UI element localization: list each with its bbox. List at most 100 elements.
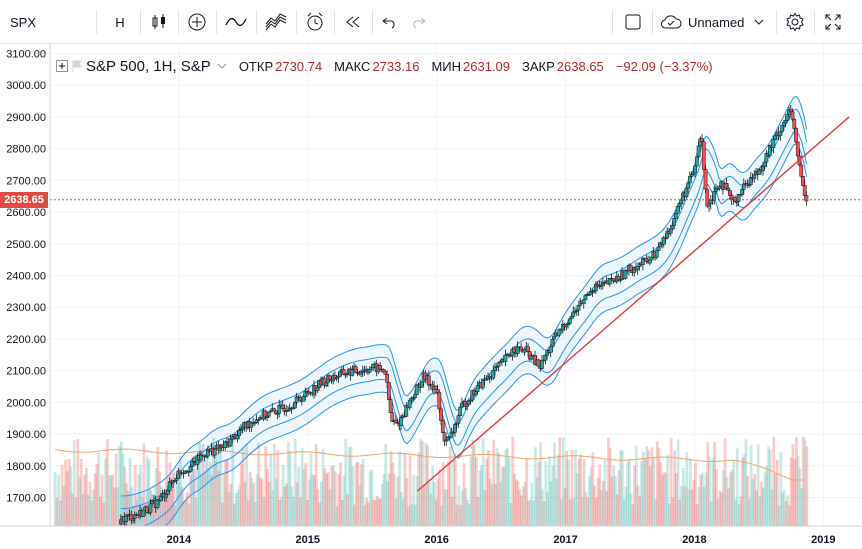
price-chart[interactable]: 3100.00 3000.00 2900.00 2800.00 2700.00 2600.… [0, 44, 862, 549]
candle-body [298, 397, 302, 401]
volume-bar [499, 481, 502, 526]
candle-body [493, 367, 497, 371]
volume-bar [325, 473, 328, 526]
volume-bar [217, 470, 221, 526]
candle-body [569, 316, 574, 320]
volume-bar [760, 481, 763, 526]
volume-bar [422, 484, 426, 526]
volume-bar [596, 478, 600, 526]
volume-bar [777, 505, 781, 526]
volume-bar [441, 462, 445, 526]
symbol-search[interactable]: SPX [10, 14, 37, 30]
volume-bar [497, 452, 501, 526]
volume-bar [413, 504, 417, 526]
trend-line [416, 116, 850, 492]
candle-body [794, 128, 798, 143]
volume-bar [238, 484, 241, 526]
volume-bar [527, 501, 530, 526]
volume-bar [547, 456, 551, 526]
volume-bar [607, 437, 610, 526]
volume-bar [587, 475, 591, 526]
volume-bar [203, 471, 207, 526]
alert-icon[interactable] [302, 7, 328, 37]
series-title-chevron-icon[interactable] [217, 63, 227, 69]
volume-bar [222, 473, 226, 526]
volume-bar [194, 497, 198, 526]
volume-bar [753, 473, 757, 526]
volume-bar [706, 441, 710, 526]
candle-body [740, 189, 744, 196]
volume-bar [732, 460, 736, 526]
x-tick-label: 2014 [167, 534, 192, 546]
volume-bar [213, 460, 217, 526]
candle-body [536, 359, 541, 367]
candlesticks [119, 105, 809, 527]
volume-bar [798, 468, 802, 526]
volume-bar [208, 461, 212, 526]
volume-bar [337, 473, 341, 526]
candle-body [656, 246, 661, 251]
collapse-legend-icon[interactable] [56, 60, 68, 72]
volume-bar [170, 477, 174, 526]
volume-bar [518, 489, 522, 526]
candle-body [230, 436, 235, 440]
cloud-icon [660, 14, 682, 30]
replay-icon[interactable] [340, 7, 366, 37]
candle-body [564, 324, 569, 328]
layout-menu[interactable]: Unnamed [660, 7, 772, 37]
volume-bar [707, 456, 711, 526]
candle-body [700, 138, 704, 142]
volume-bar [372, 499, 375, 526]
fullscreen-square-icon[interactable] [620, 7, 646, 37]
interval-button[interactable]: H [115, 14, 125, 30]
volume-bar [429, 494, 433, 526]
volume-bar [161, 501, 165, 526]
volume-bar [279, 496, 283, 526]
volume-bar [272, 443, 276, 526]
candle-body [439, 408, 443, 421]
volume-bar [309, 453, 313, 526]
redo-icon[interactable] [406, 7, 430, 37]
undo-icon[interactable] [378, 7, 402, 37]
volume-bar [400, 491, 403, 526]
x-tick-label: 2019 [811, 534, 835, 546]
volume-bar [789, 457, 793, 526]
flag-icon[interactable] [72, 60, 82, 72]
candle-body [435, 389, 440, 393]
indicators-icon[interactable] [222, 7, 250, 37]
y-tick-label: 1700.00 [6, 492, 46, 504]
volume-bar [767, 446, 770, 526]
volume-bar [772, 436, 776, 526]
volume-bar [572, 497, 576, 526]
volume-bar [105, 439, 109, 526]
price-axis: 3100.00 3000.00 2900.00 2800.00 2700.00 2600.… [0, 44, 51, 549]
open-value: 2730.74 [275, 58, 323, 74]
candles-icon[interactable] [146, 7, 172, 37]
volume-bar [346, 494, 349, 526]
volume-bar [224, 459, 228, 526]
volume-bar [271, 489, 275, 526]
volume-bar [86, 495, 90, 526]
volume-bar [187, 503, 191, 526]
candle-body [672, 218, 677, 226]
volume-bar [690, 489, 694, 526]
volume-bar [768, 449, 772, 526]
candle-body [420, 381, 424, 388]
volume-bar [408, 455, 412, 526]
volume-bar [361, 458, 365, 526]
volume-bar [406, 505, 410, 526]
y-tick-label: 2400.00 [6, 270, 46, 282]
series-title[interactable]: S&P 500, 1H, S&P [86, 57, 211, 75]
candle-body [390, 412, 395, 422]
candle-body [771, 139, 776, 148]
volume-bar [358, 485, 362, 526]
volume-bar [90, 500, 94, 526]
candle-body [576, 304, 581, 311]
expand-icon[interactable] [820, 7, 846, 37]
volume-bar [299, 497, 302, 526]
volume-bar [313, 475, 316, 526]
volume-bar [523, 482, 527, 526]
add-indicator-icon[interactable] [184, 7, 210, 37]
settings-gear-icon[interactable] [782, 7, 808, 37]
compare-icon[interactable] [262, 7, 290, 37]
